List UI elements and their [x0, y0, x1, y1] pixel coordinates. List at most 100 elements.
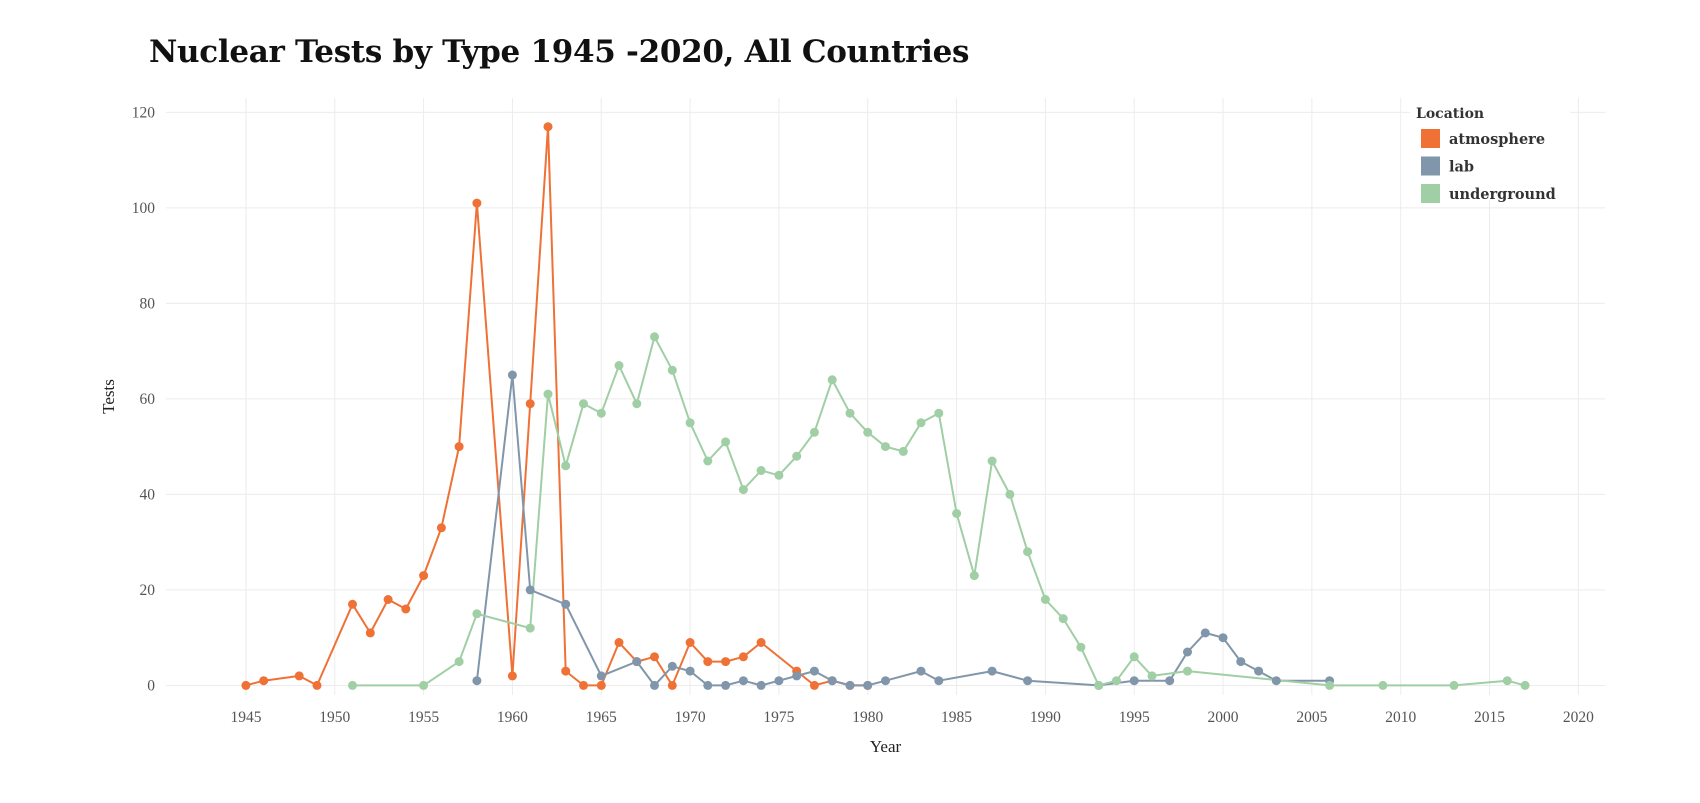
y-tick-label: 0 [147, 677, 155, 694]
data-point-underground [774, 470, 784, 480]
grid-lines [166, 98, 1605, 695]
data-point-underground [827, 375, 837, 385]
y-axis-title: Tests [99, 379, 118, 414]
data-point-underground [1520, 680, 1530, 690]
data-point-underground [596, 408, 606, 418]
chart-title: Nuclear Tests by Type 1945 -2020, All Co… [149, 34, 970, 70]
data-point-lab [685, 666, 695, 676]
data-point-underground [987, 456, 997, 466]
data-point-atmosphere [259, 676, 269, 686]
data-point-atmosphere [436, 523, 446, 533]
data-point-atmosphere [365, 628, 375, 638]
data-point-underground [543, 389, 553, 399]
data-point-atmosphere [685, 638, 695, 647]
data-point-lab [472, 676, 482, 686]
data-point-atmosphere [756, 638, 766, 647]
data-point-lab [881, 676, 890, 686]
x-tick-label: 2000 [1208, 709, 1239, 726]
data-point-atmosphere [525, 399, 535, 409]
data-point-atmosphere [383, 595, 393, 604]
data-point-underground [845, 408, 855, 418]
y-tick-label: 80 [140, 295, 156, 312]
data-point-underground [454, 657, 464, 667]
data-point-lab [561, 599, 571, 609]
data-point-atmosphere [650, 652, 659, 662]
data-point-lab [916, 666, 926, 676]
data-point-underground [792, 451, 802, 461]
data-point-underground [756, 466, 766, 475]
legend-label-underground: underground [1449, 186, 1556, 203]
y-tick-label: 60 [140, 391, 156, 408]
legend-label-lab: lab [1449, 159, 1474, 176]
data-point-underground [1058, 614, 1068, 624]
data-point-underground [1076, 642, 1086, 652]
data-point-underground [1183, 666, 1192, 676]
data-point-lab [827, 676, 837, 686]
x-tick-label: 1975 [763, 709, 794, 726]
data-point-atmosphere [401, 604, 411, 614]
data-point-lab [1271, 676, 1281, 686]
legend-title: Location [1416, 106, 1484, 122]
data-point-underground [579, 399, 588, 409]
data-point-atmosphere [809, 680, 819, 690]
legend-label-atmosphere: atmosphere [1449, 131, 1545, 148]
x-tick-label: 1970 [675, 709, 706, 726]
data-point-lab [1218, 633, 1228, 643]
data-point-underground [348, 680, 357, 690]
data-point-lab [596, 671, 606, 681]
data-point-lab [1200, 628, 1210, 638]
data-point-underground [863, 427, 873, 437]
legend-swatch-underground [1421, 184, 1440, 203]
data-point-lab [809, 666, 819, 676]
data-point-atmosphere [348, 599, 357, 609]
data-point-underground [472, 609, 482, 619]
data-point-atmosphere [294, 671, 304, 681]
legend-background [1410, 98, 1570, 200]
data-point-lab [1129, 676, 1139, 686]
data-point-underground [934, 408, 944, 418]
x-tick-label: 1980 [852, 709, 883, 726]
legend: Location atmosphere lab underground [1410, 98, 1570, 203]
x-tick-label: 2005 [1296, 709, 1327, 726]
x-tick-label: 1965 [586, 709, 617, 726]
series-lines [245, 125, 1526, 687]
y-tick-label: 40 [140, 486, 156, 503]
series-line-underground [352, 335, 1526, 687]
y-tick-label: 120 [132, 104, 156, 121]
data-point-underground [1325, 680, 1335, 690]
data-point-atmosphere [543, 122, 553, 132]
data-point-atmosphere [454, 442, 464, 452]
data-point-lab [525, 585, 535, 595]
data-point-underground [632, 399, 642, 409]
x-tick-label: 2020 [1563, 709, 1594, 726]
data-point-lab [738, 676, 748, 686]
data-point-lab [632, 657, 642, 667]
data-point-lab [507, 370, 517, 380]
data-point-underground [916, 418, 926, 428]
data-point-underground [1378, 680, 1388, 690]
data-point-underground [614, 361, 624, 370]
data-point-atmosphere [614, 638, 624, 647]
data-point-underground [703, 456, 713, 466]
data-point-lab [987, 666, 997, 676]
x-tick-label: 1955 [408, 709, 439, 726]
x-tick-label: 1995 [1119, 709, 1150, 726]
data-point-lab [934, 676, 944, 686]
x-axis-title: Year [870, 737, 902, 756]
y-tick-label: 100 [132, 200, 156, 217]
data-point-atmosphere [419, 571, 429, 581]
data-point-underground [667, 365, 677, 375]
data-point-atmosphere [561, 666, 571, 676]
data-point-lab [703, 680, 713, 690]
data-point-underground [969, 571, 979, 581]
data-point-underground [1502, 676, 1512, 686]
data-point-atmosphere [738, 652, 748, 662]
data-point-underground [1094, 680, 1104, 690]
x-tick-label: 2010 [1385, 709, 1416, 726]
data-point-underground [1147, 671, 1157, 681]
data-point-lab [774, 676, 784, 686]
data-point-atmosphere [703, 657, 713, 667]
data-point-underground [525, 623, 535, 633]
data-point-atmosphere [579, 680, 588, 690]
